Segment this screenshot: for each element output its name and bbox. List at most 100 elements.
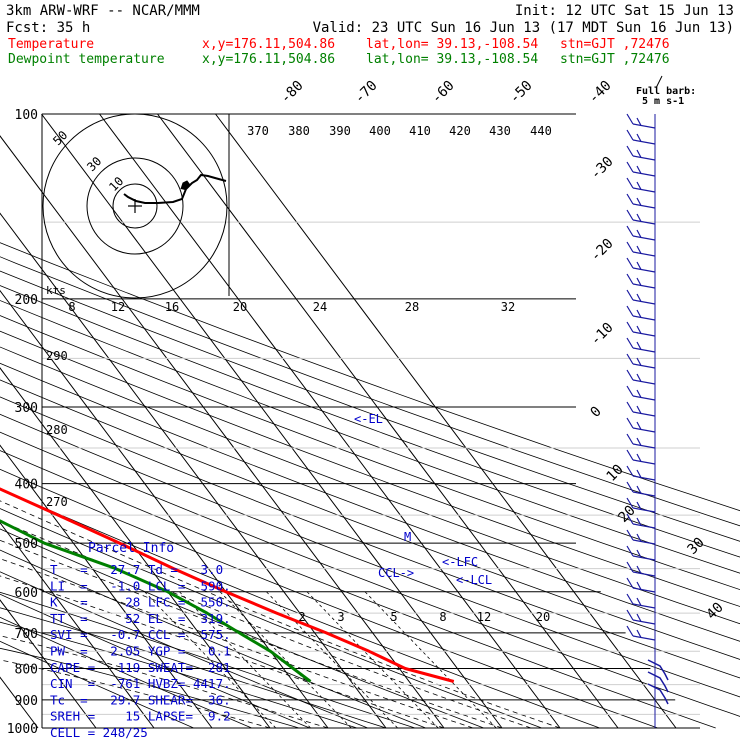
hodograph-ring-10 [112, 183, 158, 229]
hodograph-label-10: 10 [106, 174, 126, 194]
moist-adiabat-line [0, 659, 271, 729]
isotherm-top-label: -70 [352, 78, 381, 107]
theta-e-label: 20 [233, 300, 247, 314]
pressure-label-700: 700 [15, 627, 38, 642]
hodograph-trace [123, 173, 227, 204]
isotherm-line [0, 444, 213, 729]
dewpoint-station: stn=GJT ,72476 [560, 52, 670, 67]
isotherm-right-label: 30 [685, 535, 708, 558]
wind-barb-icon [626, 273, 656, 289]
theta-label: 420 [449, 124, 471, 138]
mixing-ratio-label: 8 [439, 610, 446, 624]
temperature-latlon: lat,lon= 39.13,-108.54 [366, 37, 538, 52]
wind-barb-icon [626, 321, 656, 337]
wind-barb-icon [626, 577, 656, 593]
wind-barb-icon [626, 385, 656, 401]
wind-key-title: Full barb: [636, 86, 696, 97]
wind-barb-icon [626, 305, 656, 321]
pressure-label-200: 200 [15, 293, 38, 308]
isotherm-right-label: -20 [588, 236, 617, 265]
lcl-marker: <-LCL [456, 573, 492, 587]
level-tick-marker: M [404, 530, 411, 544]
pressure-label-400: 400 [15, 478, 38, 493]
mixing-ratio-label: 5 [390, 610, 397, 624]
wind-barb-icon [626, 289, 656, 305]
wind-barb-icon [647, 671, 669, 693]
theta-e-label: 16 [165, 300, 179, 314]
isotherm-top-label: -40 [586, 78, 615, 107]
theta-e-label: 32 [501, 300, 515, 314]
wind-barb-icon [626, 497, 656, 513]
moist-adiabat-line [0, 539, 503, 729]
mixing-ratio-layer [144, 591, 497, 729]
theta-e-label: 24 [313, 300, 327, 314]
wind-barb-icon [626, 401, 656, 417]
isotherm-line [0, 599, 97, 729]
theta-e-label: 12 [111, 300, 125, 314]
mixing-ratio-label: 12 [477, 610, 491, 624]
mixing-ratio-line [266, 591, 398, 729]
parcel-info-row: CELL = 248/25 [50, 725, 148, 740]
wind-barb-icon [626, 177, 656, 193]
mixing-ratio-line [364, 591, 497, 729]
el-marker: <-EL [354, 412, 383, 426]
parcel-info-row: LI = -1.0 LCL = 590. [50, 578, 231, 593]
wind-barb-icon [626, 161, 656, 177]
pressure-label-900: 900 [15, 694, 38, 709]
wind-barb-icon [626, 529, 656, 545]
isotherm-line [41, 113, 503, 729]
model-title: 3km ARW-WRF -- NCAR/MMM [6, 3, 200, 19]
lfc-marker: <-LFC [442, 555, 478, 569]
wind-barb-icon [626, 225, 656, 241]
isobar-layer [42, 113, 700, 715]
theta-label: 430 [489, 124, 511, 138]
forecast-hour: Fcst: 35 h [6, 20, 90, 36]
parcel-info-row: SVI = -0.7 CCL = 575. [50, 627, 231, 642]
parcel-info-row: PW = 2.05 YGP = 0.1 [50, 644, 231, 659]
isotherm-right-label: -30 [588, 154, 617, 183]
theta-e-label: 28 [405, 300, 419, 314]
parcel-info-row: K = 28 LFC = 550. [50, 595, 231, 610]
valid-time: Valid: 23 UTC Sun 16 Jun 13 (17 MDT Sun … [313, 20, 734, 36]
hodograph-unit: kts [46, 284, 66, 297]
isotherm-line [215, 113, 677, 729]
isotherm-line [157, 113, 619, 729]
wind-barb-icon [626, 561, 656, 577]
wind-barb-icon [626, 433, 656, 449]
wind-barb-icon [626, 241, 656, 257]
dewpoint-latlon: lat,lon= 39.13,-108.54 [366, 52, 538, 67]
parcel-info-row: CAPE = 119 SWEAT= 281 [50, 660, 231, 675]
pressure-label-300: 300 [15, 401, 38, 416]
wind-barb-icon [626, 337, 656, 353]
wind-barb-icon [626, 417, 656, 433]
dewpoint-xy: x,y=176.11,504.86 [202, 52, 335, 67]
wind-key-barb-icon [655, 75, 663, 89]
theta-label: 390 [329, 124, 351, 138]
wind-barb-icon [626, 481, 656, 497]
theta-label: 380 [288, 124, 310, 138]
wind-barb-icon [626, 449, 656, 465]
theta-label: 400 [369, 124, 391, 138]
hodograph-inset: 50 30 10 kts [42, 113, 230, 299]
mixing-ratio-line [306, 591, 439, 729]
mixing-ratio-line [219, 591, 352, 729]
wind-barb-icon [626, 593, 656, 609]
isotherm-layer [0, 113, 677, 729]
wind-barb-icon [626, 369, 656, 385]
moist-adiabat-line [0, 621, 358, 729]
theta-label: 440 [530, 124, 552, 138]
hodograph-label-50: 50 [50, 128, 70, 148]
parcel-info-row: Tc = 29.7 SHEAR= 36. [50, 692, 231, 707]
theta-e-left-label: 290 [46, 349, 68, 363]
isotherm-top-label: -50 [507, 78, 536, 107]
parcel-info-title: Parcel Info [88, 541, 174, 556]
pressure-label-100: 100 [15, 108, 38, 123]
mixing-ratio-line [144, 591, 277, 729]
mixing-ratio-label: 2 [298, 610, 305, 624]
wind-barb-icon [626, 113, 656, 129]
temperature-station: stn=GJT ,72476 [560, 37, 670, 52]
wind-barb-icon [647, 659, 669, 681]
pressure-label-500: 500 [15, 537, 38, 552]
